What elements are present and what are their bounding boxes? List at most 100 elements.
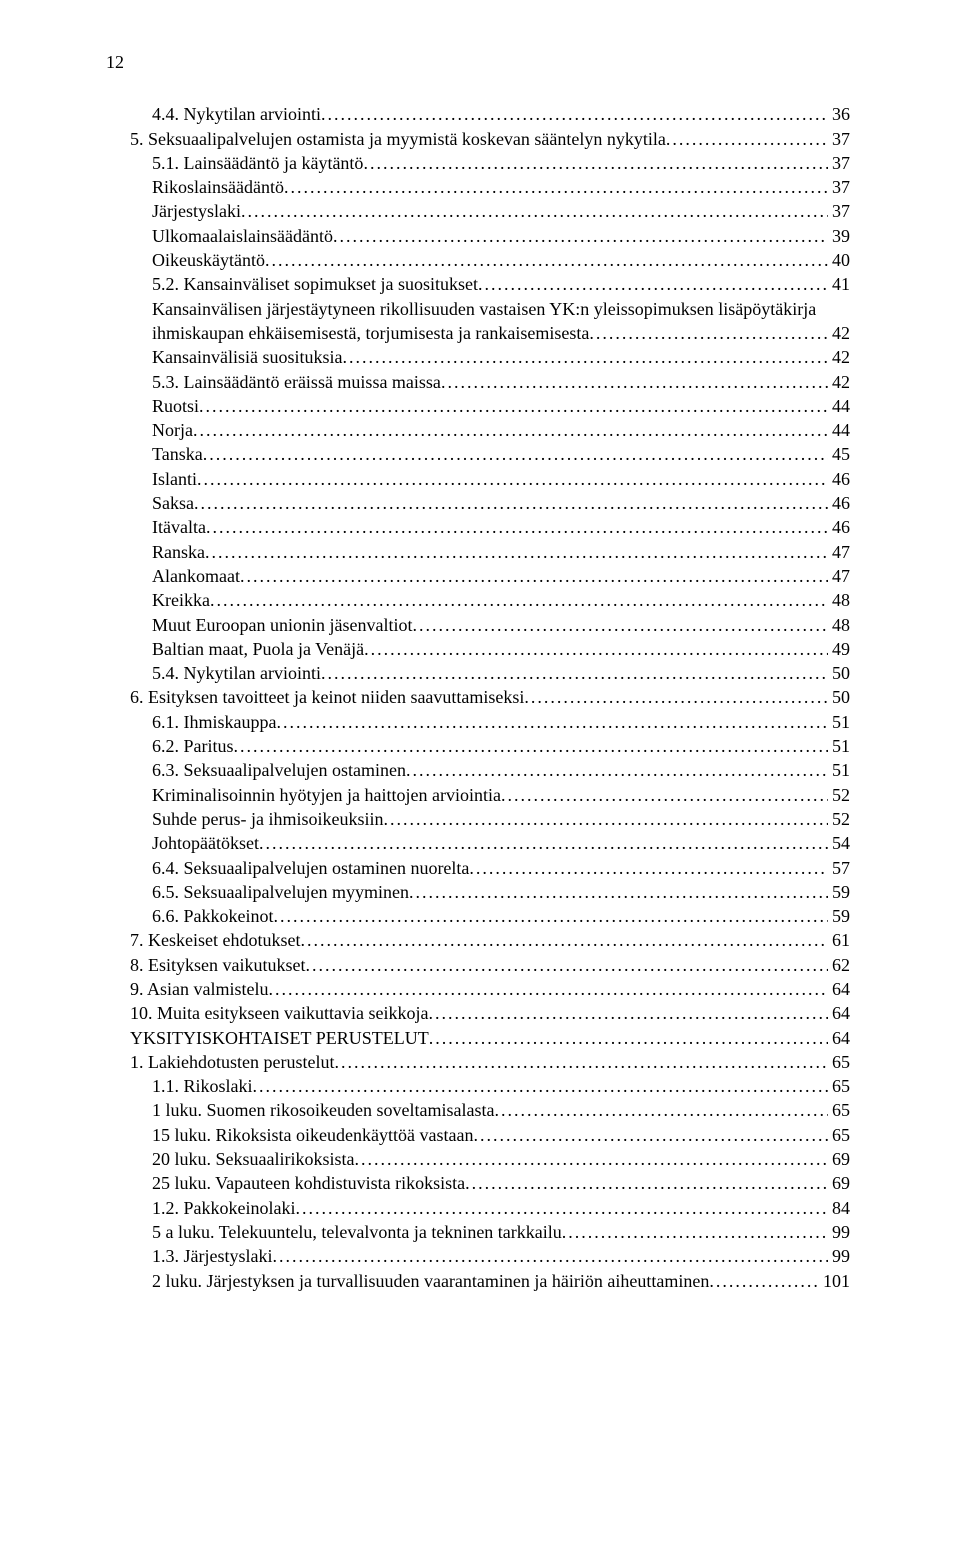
- toc-entry: ihmiskaupan ehkäisemisestä, torjumisesta…: [130, 321, 850, 345]
- toc-label: 6.2. Paritus: [152, 734, 234, 758]
- toc-page-number: 48: [828, 588, 850, 612]
- toc-page-number: 69: [828, 1147, 850, 1171]
- toc-label: 6.1. Ihmiskauppa: [152, 710, 276, 734]
- toc-label: Alankomaat: [152, 564, 240, 588]
- toc-entry: 5. Seksuaalipalvelujen ostamista ja myym…: [130, 127, 850, 151]
- toc-entry: Johtopäätökset 54: [130, 831, 850, 855]
- toc-leader-dots: [253, 1074, 828, 1098]
- toc-page-number: 37: [828, 199, 850, 223]
- toc-page-number: 44: [828, 418, 850, 442]
- toc-page-number: 36: [828, 102, 850, 126]
- toc-entry: 4.4. Nykytilan arviointi36: [130, 102, 850, 126]
- toc-entry: 20 luku. Seksuaalirikoksista69: [130, 1147, 850, 1171]
- toc-label: 15 luku. Rikoksista oikeudenkäyttöä vast…: [152, 1123, 473, 1147]
- toc-label: ihmiskaupan ehkäisemisestä, torjumisesta…: [152, 321, 589, 345]
- toc-entry: 2 luku. Järjestyksen ja turvallisuuden v…: [130, 1269, 850, 1293]
- toc-label: 2 luku. Järjestyksen ja turvallisuuden v…: [152, 1269, 709, 1293]
- toc-leader-dots: [203, 442, 828, 466]
- toc-entry: 6.1. Ihmiskauppa51: [130, 710, 850, 734]
- toc-leader-dots: [295, 1196, 828, 1220]
- toc-page-number: 99: [828, 1220, 850, 1244]
- toc-label: 5.3. Lainsäädäntö eräissä muissa maissa: [152, 370, 441, 394]
- toc-page-number: 64: [828, 1001, 850, 1025]
- toc-entry: Järjestyslaki37: [130, 199, 850, 223]
- toc-page-number: 39: [828, 224, 850, 248]
- toc-label: Tanska: [152, 442, 203, 466]
- toc-label: Kreikka: [152, 588, 210, 612]
- toc-entry: 1.2. Pakkokeinolaki84: [130, 1196, 850, 1220]
- toc-entry: Kansainvälisiä suosituksia42: [130, 345, 850, 369]
- toc-leader-dots: [473, 1123, 828, 1147]
- toc-page-number: 51: [828, 758, 850, 782]
- toc-label: Muut Euroopan unionin jäsenvaltiot: [152, 613, 412, 637]
- toc-leader-dots: [205, 540, 828, 564]
- toc-entry: Baltian maat, Puola ja Venäjä49: [130, 637, 850, 661]
- toc-entry: 5.3. Lainsäädäntö eräissä muissa maissa4…: [130, 370, 850, 394]
- toc-label: 1.2. Pakkokeinolaki: [152, 1196, 295, 1220]
- toc-label: 6.4. Seksuaalipalvelujen ostaminen nuore…: [152, 856, 469, 880]
- toc-label: 9. Asian valmistelu: [130, 977, 269, 1001]
- toc-entry: Rikoslainsäädäntö 37: [130, 175, 850, 199]
- toc-page-number: 54: [828, 831, 850, 855]
- toc-label: Ranska: [152, 540, 205, 564]
- toc-leader-dots: [259, 831, 828, 855]
- toc-leader-dots: [589, 321, 828, 345]
- toc-entry: 15 luku. Rikoksista oikeudenkäyttöä vast…: [130, 1123, 850, 1147]
- toc-leader-dots: [478, 272, 828, 296]
- toc-label: 5.4. Nykytilan arviointi: [152, 661, 321, 685]
- toc-leader-dots: [428, 1001, 828, 1025]
- toc-entry: Norja44: [130, 418, 850, 442]
- toc-page-number: 64: [828, 1026, 850, 1050]
- toc-label: 1 luku. Suomen rikosoikeuden soveltamisa…: [152, 1098, 494, 1122]
- toc-label: Islanti: [152, 467, 197, 491]
- toc-leader-dots: [274, 904, 829, 928]
- toc-page-number: 65: [828, 1050, 850, 1074]
- toc-leader-dots: [406, 758, 828, 782]
- toc-entry: 1.1. Rikoslaki65: [130, 1074, 850, 1098]
- toc-leader-dots: [465, 1171, 828, 1195]
- toc-leader-dots: [300, 928, 828, 952]
- toc-leader-dots: [199, 394, 828, 418]
- toc-entry: 5 a luku. Telekuuntelu, televalvonta ja …: [130, 1220, 850, 1244]
- toc-leader-dots: [321, 661, 828, 685]
- toc-entry: 6.2. Paritus51: [130, 734, 850, 758]
- toc-leader-dots: [240, 564, 828, 588]
- toc-leader-dots: [197, 467, 828, 491]
- toc-label: 1.3. Järjestyslaki: [152, 1244, 272, 1268]
- toc-leader-dots: [429, 1026, 828, 1050]
- toc-label: Ulkomaalaislainsäädäntö: [152, 224, 333, 248]
- toc-leader-dots: [193, 418, 828, 442]
- toc-label: Johtopäätökset: [152, 831, 259, 855]
- toc-leader-dots: [363, 151, 828, 175]
- toc-leader-dots: [709, 1269, 819, 1293]
- toc-entry: 6. Esityksen tavoitteet ja keinot niiden…: [130, 685, 850, 709]
- toc-page-number: 42: [828, 345, 850, 369]
- toc-label: 5.1. Lainsäädäntö ja käytäntö: [152, 151, 363, 175]
- toc-leader-dots: [284, 175, 828, 199]
- toc-page-number: 47: [828, 540, 850, 564]
- toc-leader-dots: [272, 1244, 828, 1268]
- toc-leader-dots: [265, 248, 828, 272]
- toc-label: 10. Muita esitykseen vaikuttavia seikkoj…: [130, 1001, 428, 1025]
- toc-entry: 5.2. Kansainväliset sopimukset ja suosit…: [130, 272, 850, 296]
- toc-page-number: 52: [828, 783, 850, 807]
- toc-page-number: 69: [828, 1171, 850, 1195]
- toc-entry: 9. Asian valmistelu64: [130, 977, 850, 1001]
- toc-entry: Kriminalisoinnin hyötyjen ja haittojen a…: [130, 783, 850, 807]
- toc-entry: 6.5. Seksuaalipalvelujen myyminen59: [130, 880, 850, 904]
- toc-page-number: 59: [828, 904, 850, 928]
- toc-label: 6.6. Pakkokeinot: [152, 904, 274, 928]
- toc-page-number: 40: [828, 248, 850, 272]
- toc-label: Kriminalisoinnin hyötyjen ja haittojen a…: [152, 783, 501, 807]
- toc-page-number: 37: [828, 175, 850, 199]
- toc-leader-dots: [276, 710, 828, 734]
- toc-entry: 7. Keskeiset ehdotukset61: [130, 928, 850, 952]
- toc-label: Rikoslainsäädäntö: [152, 175, 284, 199]
- toc-leader-dots: [241, 199, 828, 223]
- toc-page-number: 65: [828, 1074, 850, 1098]
- table-of-contents: 4.4. Nykytilan arviointi365. Seksuaalipa…: [130, 102, 850, 1293]
- toc-label: 25 luku. Vapauteen kohdistuvista rikoksi…: [152, 1171, 465, 1195]
- toc-entry: Suhde perus- ja ihmisoikeuksiin52: [130, 807, 850, 831]
- toc-label: Baltian maat, Puola ja Venäjä: [152, 637, 364, 661]
- toc-label: YKSITYISKOHTAISET PERUSTELUT: [130, 1026, 429, 1050]
